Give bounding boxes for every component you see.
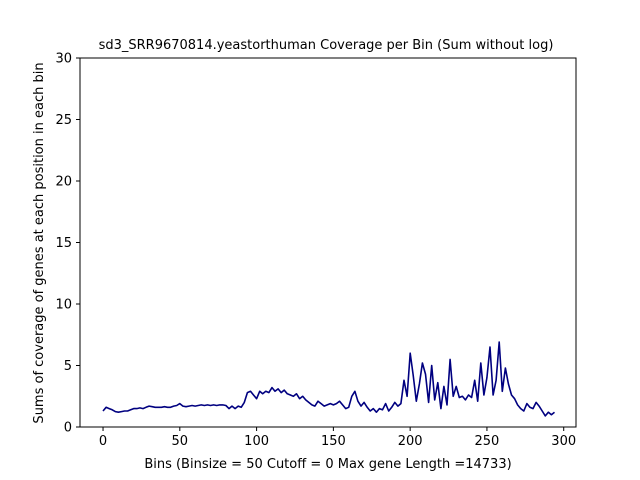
coverage-line <box>102 341 556 417</box>
x-tick-label: 300 <box>551 434 576 449</box>
y-tick-label: 30 <box>55 52 72 67</box>
y-tick-label: 25 <box>55 113 72 128</box>
y-axis-label: Sums of coverage of genes at each positi… <box>32 62 47 423</box>
chart-title: sd3_SRR9670814.yeastorthuman Coverage pe… <box>99 38 554 53</box>
y-tick-label: 5 <box>64 359 72 374</box>
y-tick-label: 20 <box>55 175 72 190</box>
x-tick-label: 250 <box>475 434 500 449</box>
x-axis-label: Bins (Binsize = 50 Cutoff = 0 Max gene L… <box>144 457 511 472</box>
x-tick-label: 150 <box>321 434 346 449</box>
y-tick-label: 15 <box>55 236 72 251</box>
x-tick-label: 50 <box>172 434 189 449</box>
x-tick-label: 100 <box>244 434 269 449</box>
plot-frame <box>79 57 577 428</box>
y-tick-label: 10 <box>55 298 72 313</box>
x-tick-label: 200 <box>398 434 423 449</box>
series-layer <box>102 341 556 417</box>
x-tick-label: 0 <box>99 434 107 449</box>
y-tick-label: 0 <box>64 421 72 436</box>
axis-ticks: 0 50 100 150 200 250 300 0 5 10 15 20 25 30 <box>55 52 576 450</box>
